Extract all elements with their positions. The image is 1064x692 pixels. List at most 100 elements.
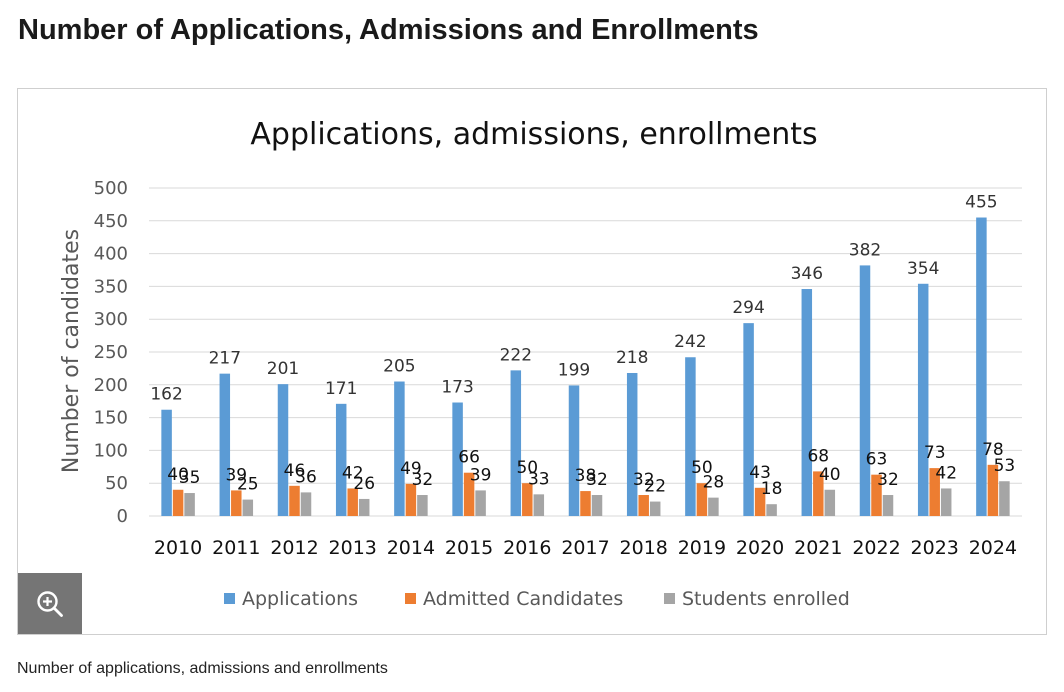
y-tick-label: 400	[94, 244, 128, 265]
y-tick-label: 500	[94, 178, 128, 199]
bar-admitted-candidates	[522, 483, 533, 516]
bar-admitted-candidates	[929, 468, 940, 516]
bar-applications	[917, 283, 929, 516]
y-tick-label: 0	[117, 506, 128, 527]
data-label: 73	[924, 443, 946, 463]
legend: Applications Admitted Candidates Students …	[224, 588, 850, 610]
data-label: 43	[749, 463, 771, 483]
data-label: 22	[644, 477, 666, 497]
data-label: 455	[965, 193, 997, 213]
bar-applications	[452, 402, 463, 516]
gridlines	[149, 187, 1022, 517]
data-label: 32	[877, 470, 899, 490]
y-axis-ticks: 0 50 100 150 200 250 300 350 400 450 500	[94, 178, 128, 527]
data-label: 242	[674, 332, 706, 352]
bar-admitted-candidates	[347, 488, 358, 516]
legend-swatch	[224, 593, 235, 604]
x-tick-label: 2016	[503, 537, 551, 559]
data-label: 28	[703, 473, 725, 493]
bar-applications	[976, 217, 987, 516]
x-tick-label: 2014	[387, 537, 435, 559]
x-tick-label: 2013	[329, 537, 377, 559]
data-label: 26	[353, 474, 375, 494]
data-label: 33	[528, 469, 550, 489]
data-label: 50	[516, 458, 538, 478]
data-label: 66	[458, 448, 480, 468]
y-tick-label: 50	[105, 473, 128, 494]
y-tick-label: 250	[94, 342, 128, 363]
y-tick-label: 200	[94, 375, 128, 396]
data-label: 42	[935, 463, 957, 483]
bar-applications	[743, 323, 754, 516]
bar-students-enrolled	[999, 481, 1010, 516]
bar-students-enrolled	[708, 497, 719, 516]
x-tick-label: 2019	[678, 537, 726, 559]
bar-applications	[859, 265, 871, 516]
bar-applications	[277, 384, 289, 516]
legend-swatch	[405, 593, 416, 604]
x-tick-label: 2024	[969, 537, 1017, 559]
bar-applications	[568, 385, 580, 516]
data-label: 222	[500, 345, 532, 365]
data-label: 32	[633, 470, 655, 490]
zoom-button[interactable]	[18, 573, 82, 634]
zoom-in-icon	[37, 591, 63, 617]
data-label: 42	[342, 463, 364, 483]
bar-admitted-candidates	[696, 483, 708, 516]
x-tick-label: 2015	[445, 537, 493, 559]
y-axis-label: Number of candidates	[59, 229, 84, 473]
legend-label: Admitted Candidates	[423, 588, 623, 610]
data-label: 38	[575, 466, 597, 486]
data-label: 63	[866, 450, 888, 470]
page-heading: Number of Applications, Admissions and E…	[18, 14, 759, 46]
y-tick-label: 450	[94, 211, 128, 232]
data-label: 40	[819, 465, 841, 485]
data-label: 39	[470, 465, 492, 485]
data-label: 68	[807, 446, 829, 466]
data-label: 199	[558, 360, 590, 380]
bar-students-enrolled	[649, 501, 661, 516]
bar-students-enrolled	[591, 495, 603, 516]
data-labels: 1624035217392520146361714226205493217366…	[150, 193, 1015, 500]
x-tick-label: 2021	[794, 537, 842, 559]
data-label: 53	[994, 456, 1016, 476]
bar-admitted-candidates	[172, 489, 184, 516]
x-tick-label: 2023	[911, 537, 959, 559]
bar-admitted-candidates	[580, 491, 591, 516]
data-label: 25	[237, 475, 259, 495]
x-tick-label: 2012	[270, 537, 318, 559]
data-label: 171	[325, 379, 357, 399]
bar-students-enrolled	[766, 504, 777, 516]
bar-applications	[335, 403, 347, 516]
bar-admitted-candidates	[871, 474, 882, 516]
data-label: 46	[284, 461, 306, 481]
data-label: 201	[267, 359, 299, 379]
bar-applications	[510, 370, 522, 516]
bar-applications	[626, 372, 638, 516]
y-tick-label: 300	[94, 309, 128, 330]
data-label: 382	[849, 240, 881, 260]
bar-students-enrolled	[824, 489, 836, 516]
bar-applications	[394, 381, 405, 516]
data-label: 35	[179, 468, 201, 488]
bar-students-enrolled	[300, 492, 312, 516]
bar-applications	[219, 373, 231, 516]
bar-admitted-candidates	[813, 471, 824, 516]
data-label: 294	[732, 298, 764, 318]
x-tick-label: 2018	[620, 537, 668, 559]
bar-students-enrolled	[358, 498, 370, 516]
bar-students-enrolled	[184, 493, 195, 516]
data-label: 49	[400, 459, 422, 479]
bar-admitted-candidates	[463, 472, 475, 516]
x-tick-label: 2020	[736, 537, 784, 559]
bar-applications	[161, 409, 172, 516]
bar-students-enrolled	[242, 499, 254, 516]
bar-students-enrolled	[417, 495, 428, 516]
x-tick-label: 2010	[154, 537, 202, 559]
bar-admitted-candidates	[405, 483, 417, 516]
data-label: 78	[982, 440, 1004, 460]
bar-admitted-candidates	[754, 487, 766, 516]
legend-label: Applications	[242, 588, 358, 610]
bar-admitted-candidates	[289, 485, 300, 516]
data-label: 173	[441, 378, 473, 398]
